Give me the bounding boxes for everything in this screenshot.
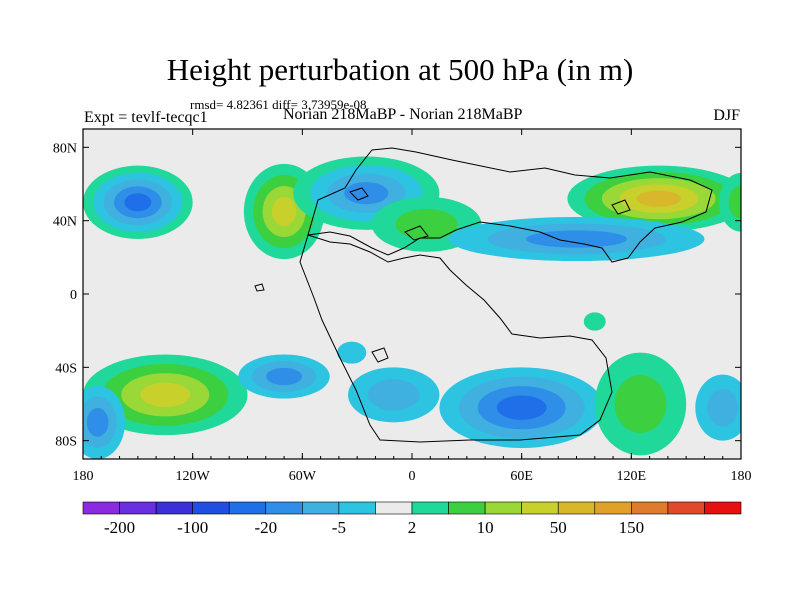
colorbar-label: 2 xyxy=(408,518,417,537)
contour-blob-13-level-2 xyxy=(86,407,109,437)
contour-blob-1-level-3 xyxy=(271,197,297,226)
colorbar-box xyxy=(704,501,742,515)
colorbar-label: -5 xyxy=(332,518,346,537)
y-tick-label: 80S xyxy=(55,435,77,450)
contour-blob-12-level-1 xyxy=(707,389,739,427)
colorbar-box xyxy=(448,501,486,515)
x-tick-label: 60W xyxy=(289,469,317,484)
colorbar-label: -200 xyxy=(104,518,135,537)
colorbar-label: 50 xyxy=(550,518,567,537)
x-tick-label: 180 xyxy=(731,469,752,484)
x-tick-label: 180 xyxy=(73,469,94,484)
coastline-island-4 xyxy=(404,225,429,241)
plot-title: Height perturbation at 500 hPa (in m) xyxy=(166,52,634,87)
coastline-island-2 xyxy=(611,199,631,215)
colorbar-box xyxy=(119,501,157,515)
contour-blob-0-level-4 xyxy=(124,193,152,212)
contour-blob-10-level-3 xyxy=(496,395,547,420)
season-label: DJF xyxy=(713,107,740,124)
contour-field xyxy=(83,129,741,459)
comparison-label: Norian 218MaBP - Norian 218MaBP xyxy=(283,106,523,123)
contour-blob-6-level-1 xyxy=(728,185,741,219)
contour-blob-5-level-2 xyxy=(526,230,627,248)
colorbar-label: -100 xyxy=(177,518,208,537)
colorbar-box xyxy=(375,501,413,515)
x-tick-label: 60E xyxy=(510,469,533,484)
contour-blob-7-level-3 xyxy=(140,382,191,408)
y-tick-label: 80N xyxy=(53,141,77,156)
x-tick-label: 120E xyxy=(617,469,647,484)
colorbar-label: 10 xyxy=(477,518,494,537)
contour-blob-9-level-1 xyxy=(367,379,420,411)
colorbar-box xyxy=(521,501,559,515)
contour-blob-11-level-1 xyxy=(614,374,667,434)
colorbar-box xyxy=(228,501,267,515)
coastline-island-5 xyxy=(254,283,265,292)
colorbar-box xyxy=(557,501,596,515)
colorbar-box xyxy=(631,501,669,515)
contour-blob-8-level-2 xyxy=(266,367,303,386)
colorbar-box xyxy=(594,501,632,515)
coastline-island-1 xyxy=(349,187,369,201)
experiment-label: Expt = tevlf-tecqc1 xyxy=(84,109,208,126)
colorbar-box xyxy=(411,501,449,515)
colorbar-box xyxy=(155,501,193,515)
colorbar-box xyxy=(82,501,120,515)
x-tick-label: 120W xyxy=(176,469,211,484)
colorbar-box xyxy=(192,501,230,515)
x-axis: 180 120W 60W 0 60E 120E 180 xyxy=(73,129,752,484)
y-tick-label: 40N xyxy=(53,215,77,230)
y-axis: 80N 40N 0 40S 80S xyxy=(53,141,741,450)
colorbar-label: -20 xyxy=(254,518,277,537)
y-tick-label: 40S xyxy=(55,361,77,376)
colorbar-box xyxy=(667,501,705,515)
coastline-gondwana xyxy=(299,234,613,443)
colorbar-label: 150 xyxy=(619,518,645,537)
colorbar-box xyxy=(338,501,376,515)
contour-blob-15-level-0 xyxy=(583,312,606,331)
contour-blob-14-level-0 xyxy=(337,341,367,364)
coastline-island-3 xyxy=(371,347,389,363)
y-tick-label: 0 xyxy=(70,288,77,303)
contour-blob-4-level-4 xyxy=(636,190,682,207)
x-tick-label: 0 xyxy=(409,469,416,484)
colorbar: -200 -100 -20 -5 2 10 50 150 xyxy=(82,501,742,537)
coastlines xyxy=(254,147,713,443)
colorbar-box xyxy=(302,501,340,515)
plot-subtitle: rmsd= 4.82361 diff= 3.73959e-08 xyxy=(190,97,367,112)
colorbar-box xyxy=(265,501,303,515)
contour-blob-3-level-1 xyxy=(395,208,458,240)
colorbar-box xyxy=(484,501,522,515)
coastline-laurasia xyxy=(307,147,713,263)
